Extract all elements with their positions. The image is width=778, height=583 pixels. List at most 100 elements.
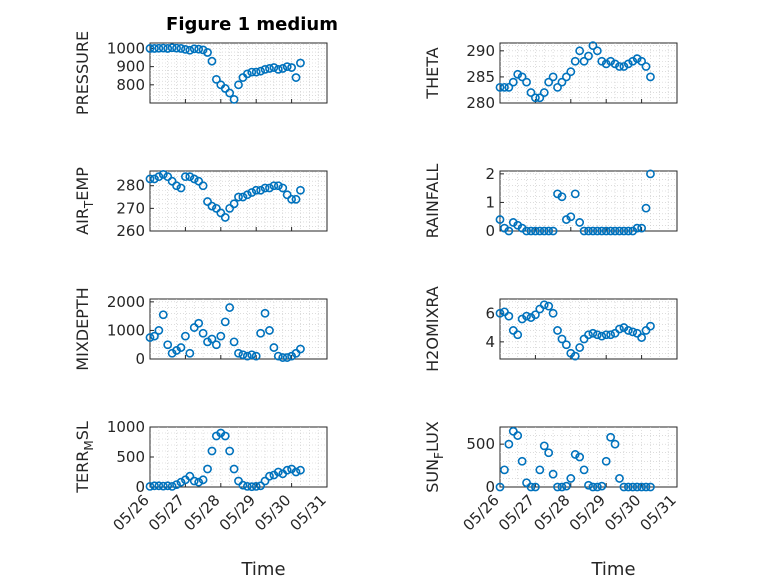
data-point	[167, 176, 177, 186]
data-point	[145, 174, 155, 184]
data-point	[296, 465, 305, 475]
data-point	[242, 69, 252, 79]
data-point	[225, 203, 235, 213]
data-point	[632, 54, 642, 64]
data-point	[579, 465, 589, 475]
data-point	[548, 226, 558, 236]
data-point	[495, 308, 505, 318]
x-tick-label: 05/31	[287, 491, 330, 534]
y-tick-label: 800	[116, 76, 145, 94]
y-tick-label: 0	[135, 350, 145, 368]
data-point	[150, 174, 159, 184]
data-point	[623, 226, 633, 236]
data-point	[154, 326, 164, 335]
data-point	[220, 431, 230, 441]
y-tick-label: 2	[485, 165, 495, 183]
y-tick-label: 280	[466, 94, 495, 112]
data-point	[641, 62, 651, 71]
data-point	[172, 181, 181, 191]
data-point	[628, 327, 638, 337]
data-point	[615, 474, 624, 483]
y-axis-label: TERRMSL	[73, 421, 96, 494]
subplot-h2omixra: 4 6 H2OMIXRA	[423, 286, 678, 372]
data-point	[189, 476, 199, 486]
data-point	[194, 318, 204, 328]
data-point	[163, 44, 173, 53]
data-point	[251, 481, 261, 491]
data-point	[557, 77, 567, 87]
y-axis-label: RAINFALL	[423, 164, 442, 239]
data-point	[619, 226, 629, 236]
data-point	[632, 223, 642, 233]
y-tick-label: 270	[116, 199, 145, 217]
data-point	[522, 311, 531, 321]
y-tick-label: 1000	[107, 418, 145, 436]
data-point	[265, 326, 274, 335]
y-tick-label: 500	[116, 448, 145, 466]
data-point	[185, 348, 195, 358]
data-point	[296, 185, 305, 195]
data-point	[561, 340, 571, 350]
data-point	[566, 474, 576, 483]
data-point	[256, 66, 266, 76]
data-point	[194, 176, 204, 186]
data-point	[553, 482, 562, 492]
data-point	[579, 56, 589, 66]
data-point	[242, 481, 252, 491]
data-point	[619, 482, 629, 492]
data-point	[273, 467, 283, 477]
data-point	[597, 331, 607, 341]
data-point	[557, 334, 567, 344]
data-point	[500, 82, 509, 92]
data-point	[544, 77, 554, 87]
data-point	[531, 482, 540, 492]
y-tick-label: 260	[116, 222, 145, 240]
data-point	[225, 303, 235, 312]
data-point	[282, 465, 292, 475]
data-point	[189, 44, 199, 54]
x-tick-label: 05/29	[566, 491, 609, 534]
data-point	[225, 88, 235, 98]
data-point	[176, 44, 186, 53]
x-tick-label: 05/26	[110, 491, 153, 534]
data-point	[632, 482, 642, 492]
data-point	[584, 330, 593, 340]
data-point	[566, 212, 576, 222]
y-tick-label: 0	[485, 222, 495, 240]
data-point	[531, 310, 540, 320]
data-point	[615, 62, 624, 71]
data-point	[584, 226, 593, 236]
data-point	[194, 44, 204, 54]
data-point	[526, 482, 536, 492]
data-point	[163, 172, 173, 182]
data-point	[601, 59, 611, 69]
data-point	[597, 226, 607, 236]
data-point	[273, 351, 283, 361]
data-point	[628, 56, 638, 66]
data-point	[256, 185, 266, 195]
data-point	[265, 183, 274, 193]
data-point	[163, 340, 173, 350]
data-point	[504, 439, 514, 449]
data-point	[646, 72, 655, 82]
data-point	[216, 208, 226, 218]
data-point	[287, 194, 296, 204]
data-point	[282, 353, 292, 362]
data-point	[150, 44, 159, 53]
data-point	[242, 190, 252, 200]
data-point	[278, 353, 288, 362]
data-point	[575, 343, 585, 352]
data-point	[176, 477, 186, 487]
data-point	[211, 74, 221, 84]
data-point	[588, 41, 598, 51]
data-point	[158, 43, 168, 53]
data-point	[535, 465, 545, 475]
data-point	[291, 73, 301, 82]
subplot-mixdepth: 0 1000 2000 MIXDEPTH	[73, 287, 328, 371]
data-point	[615, 226, 624, 236]
data-point	[628, 482, 638, 492]
data-point	[592, 482, 602, 492]
data-point	[176, 183, 186, 193]
y-tick-label: 2000	[107, 293, 145, 311]
